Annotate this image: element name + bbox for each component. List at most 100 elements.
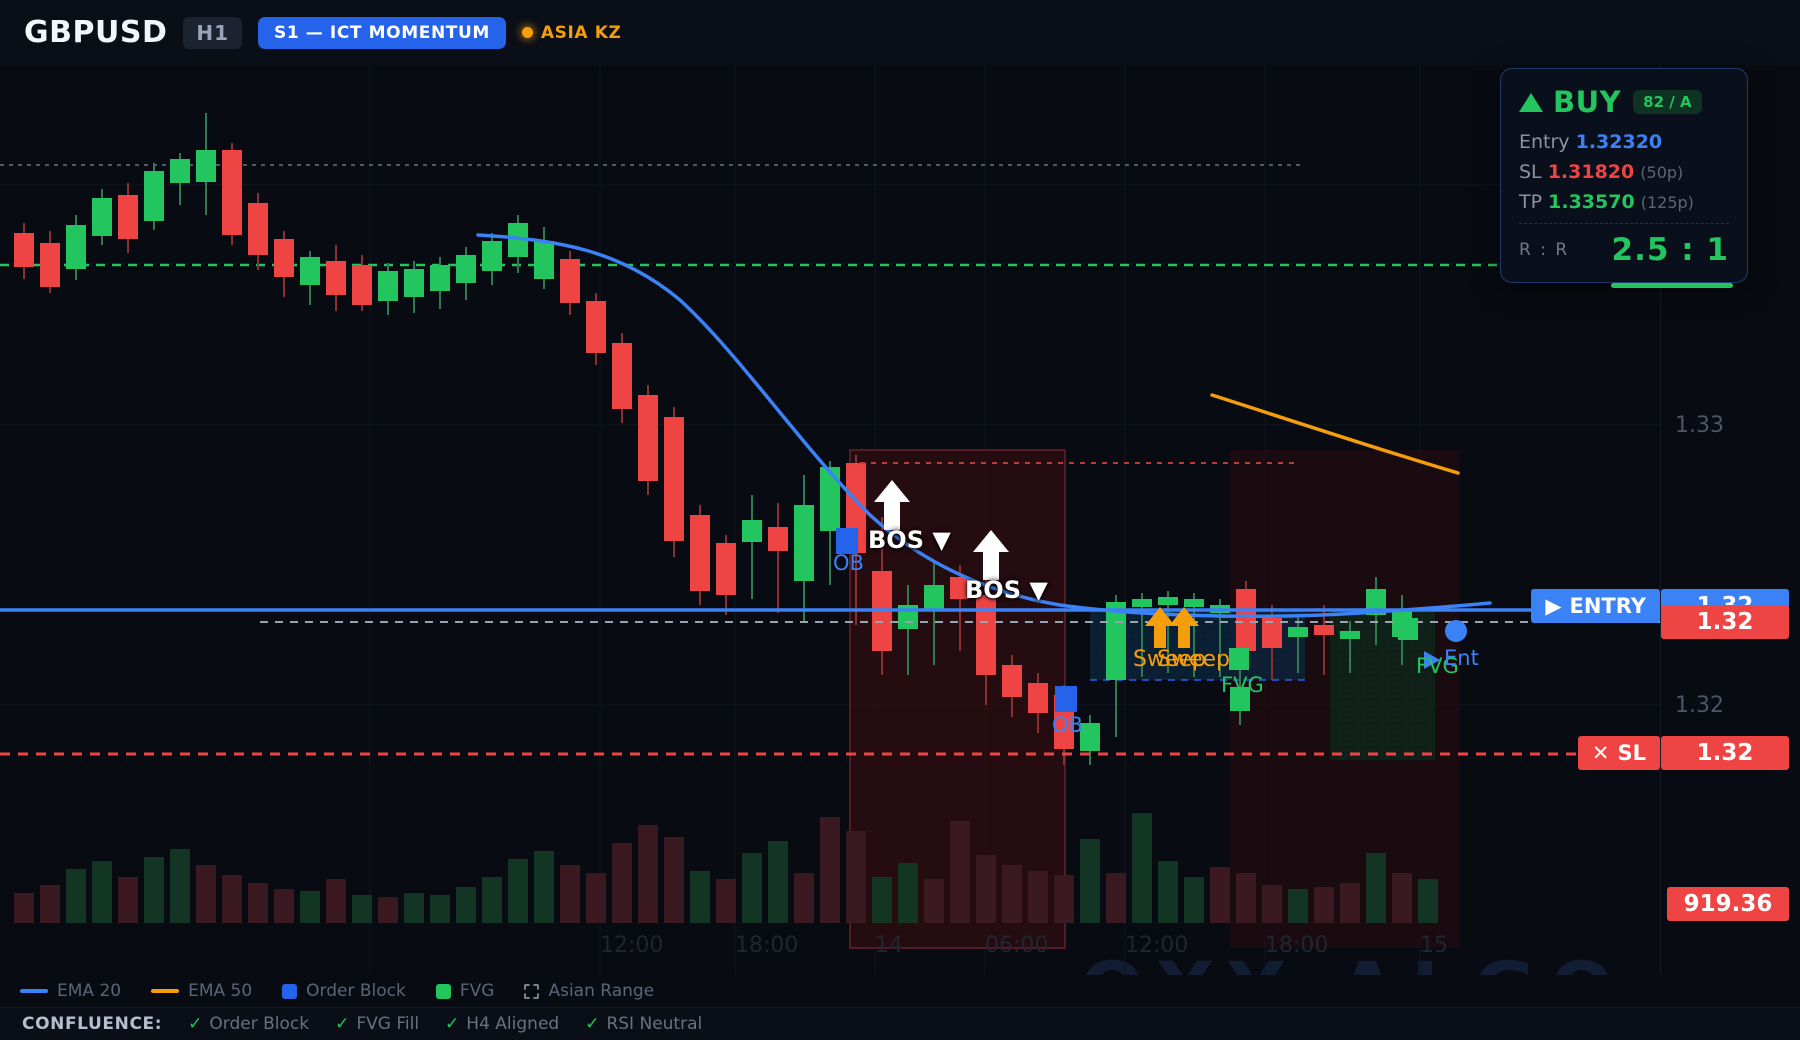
confluence-title: CONFLUENCE:	[22, 1014, 163, 1034]
time-tick: 18:00	[1265, 933, 1329, 958]
time-tick: 06:00	[985, 933, 1049, 958]
bos-arrow-up	[874, 480, 910, 530]
time-tick: 18:00	[735, 933, 799, 958]
tp-label: TP	[1519, 191, 1543, 213]
legend-label: FVG	[459, 981, 495, 1001]
chart-legend: EMA 20 EMA 50 Order Block FVG Asian Rang…	[0, 975, 1800, 1007]
entry-label: Entry	[1519, 131, 1570, 153]
candle	[794, 475, 814, 621]
candle	[378, 263, 398, 315]
candle	[742, 495, 762, 599]
signal-panel[interactable]: BUY 82 / A Entry 1.32320 SL 1.31820 (50p…	[1500, 68, 1748, 288]
sl-value: 1.31820	[1547, 161, 1635, 183]
confluence-bar: CONFLUENCE: ✓ Order Block ✓ FVG Fill ✓ H…	[0, 1007, 1800, 1040]
chart-canvas	[0, 65, 1660, 975]
legend-label: Asian Range	[548, 981, 655, 1001]
check-icon: ✓	[188, 1014, 203, 1034]
candle	[716, 535, 736, 615]
candle	[950, 565, 970, 651]
sl-pips: (50p)	[1640, 163, 1684, 182]
tp-value: 1.33570	[1548, 191, 1635, 213]
ema20-line-icon	[20, 989, 48, 993]
play-arrow-icon: ▶	[1545, 594, 1562, 618]
time-tick: 12:00	[600, 933, 664, 958]
legend-item-ema50[interactable]: EMA 50	[151, 981, 252, 1001]
ema50-line	[1210, 393, 1460, 475]
candle	[66, 215, 86, 280]
candle	[300, 251, 320, 305]
signal-header: BUY 82 / A	[1519, 85, 1729, 119]
confluence-item: ✓ H4 Aligned	[445, 1014, 559, 1034]
candle	[222, 143, 242, 245]
candle	[638, 385, 658, 495]
candle	[820, 461, 840, 585]
rr-progress-bar	[1611, 283, 1733, 288]
legend-item-asian-range[interactable]: Asian Range	[524, 981, 654, 1001]
fvg-marker	[1229, 648, 1249, 670]
candle	[690, 505, 710, 605]
candle	[924, 561, 944, 665]
entry-pointer-icon	[1424, 651, 1440, 669]
volume-value-pill[interactable]: 919.36	[1667, 887, 1789, 921]
candle	[14, 223, 34, 279]
chart-header: GBPUSD H1 S1 — ICT MOMENTUM ASIA KZ	[0, 0, 1800, 65]
stop-loss-line-tag[interactable]: ✕ SL	[1577, 736, 1660, 770]
candle	[586, 293, 606, 365]
candle	[248, 193, 268, 270]
sl-label: SL	[1519, 161, 1542, 183]
chart-area[interactable]: OXY ALGO	[0, 65, 1800, 975]
candle	[534, 227, 554, 289]
stop-loss-row: SL 1.31820 (50p)	[1519, 161, 1729, 183]
candle	[1340, 621, 1360, 673]
candle	[976, 577, 996, 705]
market-price-pill[interactable]: 1.32	[1661, 605, 1789, 639]
candle	[430, 257, 450, 309]
legend-item-ema20[interactable]: EMA 20	[20, 981, 121, 1001]
triangle-up-icon	[1519, 92, 1543, 112]
price-tick: 1.33	[1675, 413, 1724, 438]
confluence-label: RSI Neutral	[606, 1014, 703, 1034]
check-icon: ✓	[585, 1014, 600, 1034]
rr-value: 2.5 : 1	[1611, 232, 1729, 268]
confluence-item: ✓ Order Block	[188, 1014, 309, 1034]
candle	[1158, 591, 1178, 673]
legend-label: EMA 50	[188, 981, 253, 1001]
time-tick: 15	[1420, 933, 1448, 958]
session-chip[interactable]: ASIA KZ	[521, 23, 622, 43]
confluence-item: ✓ FVG Fill	[335, 1014, 419, 1034]
candle	[482, 233, 502, 285]
fvg-marker	[1398, 618, 1418, 640]
candle	[40, 231, 60, 293]
order-block-marker	[836, 528, 858, 554]
rr-label: R : R	[1519, 240, 1570, 260]
stop-loss-price-pill[interactable]: 1.32	[1661, 736, 1789, 770]
candle	[1314, 605, 1334, 675]
candle	[1028, 673, 1048, 733]
legend-item-fvg[interactable]: FVG	[435, 981, 495, 1001]
check-icon: ✓	[445, 1014, 460, 1034]
volume-histogram	[14, 813, 1438, 923]
legend-item-order-block[interactable]: Order Block	[282, 981, 406, 1001]
strategy-chip[interactable]: S1 — ICT MOMENTUM	[258, 16, 506, 49]
asian-range-icon	[524, 983, 540, 999]
confluence-item: ✓ RSI Neutral	[585, 1014, 702, 1034]
candle	[612, 333, 632, 423]
candle	[1002, 655, 1022, 717]
price-plot[interactable]: OXY ALGO	[0, 65, 1660, 975]
timeframe-chip[interactable]: H1	[183, 16, 243, 49]
entry-line-tag[interactable]: ▶ ENTRY	[1531, 589, 1660, 623]
candle	[352, 255, 372, 311]
price-tick: 1.32	[1675, 693, 1724, 718]
ema20-line	[476, 233, 1492, 619]
risk-reward-row: R : R 2.5 : 1	[1519, 232, 1729, 268]
candle	[144, 163, 164, 230]
candle	[92, 189, 112, 245]
ema50-line-icon	[151, 989, 180, 993]
candle	[1288, 617, 1308, 673]
candle	[664, 407, 684, 557]
take-profit-row: TP 1.33570 (125p)	[1519, 191, 1729, 213]
candle	[1106, 595, 1126, 737]
candle	[118, 183, 138, 253]
confluence-label: Order Block	[209, 1014, 310, 1034]
signal-direction: BUY	[1553, 85, 1622, 119]
